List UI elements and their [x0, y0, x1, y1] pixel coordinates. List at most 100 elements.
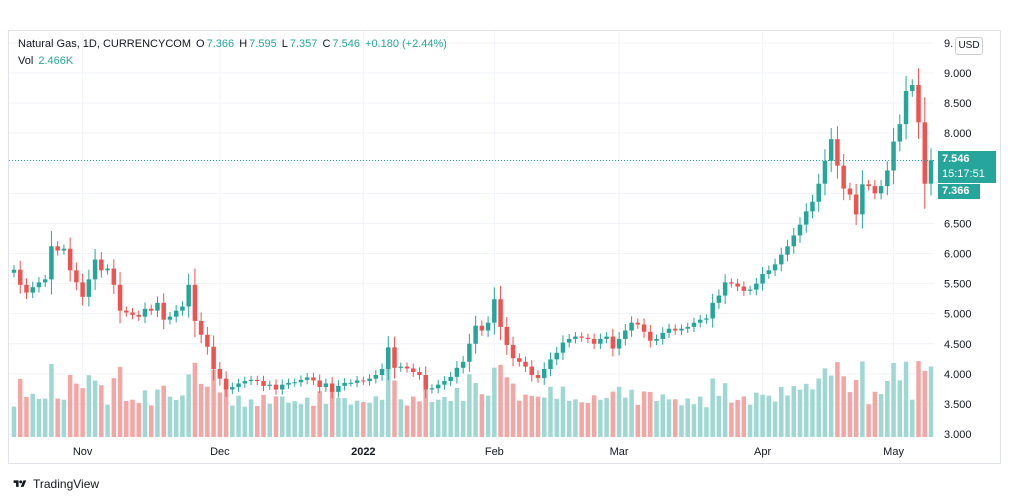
candle-body — [180, 306, 185, 311]
volume-bar — [292, 401, 297, 437]
candle-body — [685, 326, 690, 329]
candle-body — [616, 338, 622, 349]
candle-body — [585, 337, 591, 339]
volume-bar — [822, 368, 828, 437]
volume-bar — [448, 401, 453, 437]
volume-bar — [885, 380, 890, 437]
volume-bar — [922, 370, 928, 437]
candle-body — [99, 259, 104, 271]
candle-body — [716, 295, 722, 303]
volume-bar — [67, 375, 73, 437]
volume-bar — [236, 395, 241, 437]
volume-value: 2.466K — [38, 55, 74, 67]
candle-body — [604, 336, 609, 339]
chart-frame[interactable] — [8, 30, 1001, 464]
candle-body — [448, 376, 453, 382]
volume-bar — [928, 366, 934, 437]
candle-body — [803, 211, 809, 225]
candle-body — [591, 338, 597, 344]
volume-bar — [579, 402, 584, 437]
candle-body — [80, 282, 85, 297]
candle-body — [392, 347, 397, 368]
volume-bar — [317, 391, 322, 437]
candle-body — [479, 325, 485, 331]
volume-bar — [541, 397, 547, 437]
x-tick-label: 2022 — [351, 446, 375, 458]
candle-body — [747, 289, 753, 291]
y-tick-label: 5.500 — [944, 279, 972, 291]
volume-bar — [255, 406, 260, 437]
volume-bar — [361, 401, 366, 437]
volume-bar — [186, 374, 191, 437]
volume-bar — [404, 405, 410, 437]
candle-body — [710, 302, 715, 319]
candle-body — [810, 201, 815, 212]
volume-bar — [55, 398, 60, 437]
candle-body — [423, 375, 428, 390]
candle-body — [897, 124, 903, 142]
candle-body — [554, 352, 559, 360]
volume-bar — [74, 383, 79, 437]
x-tick-label: May — [883, 446, 904, 458]
candle-body — [467, 343, 472, 362]
candle-body — [916, 85, 921, 123]
volume-bar — [454, 387, 460, 437]
candle-body — [261, 381, 266, 386]
change-value: +0.180 (+2.44%) — [365, 38, 447, 50]
y-tick-label: 4.500 — [944, 339, 972, 351]
candle-body — [535, 375, 541, 379]
candle-body — [323, 383, 329, 388]
volume-bar — [92, 380, 98, 437]
candle-body — [654, 338, 659, 341]
volume-bar — [616, 386, 622, 437]
volume-bar — [685, 398, 690, 437]
candle-body — [410, 368, 416, 373]
volume-bar — [354, 400, 360, 437]
tradingview-brand-label: TradingView — [33, 477, 100, 491]
candle-body — [454, 367, 460, 377]
candle-body — [286, 382, 291, 385]
last-price-value: 7.546 — [942, 153, 970, 165]
volume-bar — [623, 397, 628, 437]
candle-body — [304, 377, 310, 380]
volume-bar — [111, 378, 117, 437]
volume-bar — [342, 398, 347, 437]
volume-bar — [42, 398, 48, 437]
volume-bar — [766, 395, 772, 437]
volume-bar — [835, 362, 840, 437]
volume-bar — [148, 405, 154, 437]
candle-body — [17, 269, 23, 285]
volume-bar — [223, 385, 229, 437]
candle-body — [329, 383, 335, 392]
price-axis: 9. 9.000 8.500 8.000 6.500 6.000 5.500 5.000 4.5… — [944, 38, 972, 441]
volume-bar — [61, 399, 67, 437]
candle-body — [691, 322, 697, 327]
volume-bar — [155, 389, 160, 437]
candle-body — [797, 224, 803, 236]
volume-bar — [535, 396, 541, 437]
candlestick-series — [11, 68, 934, 399]
candle-body — [155, 302, 160, 311]
candle-body — [785, 246, 790, 255]
candle-body — [205, 334, 210, 347]
candle-body — [541, 369, 547, 379]
candle-body — [111, 268, 117, 285]
volume-bar — [99, 385, 104, 437]
candle-body — [791, 235, 797, 247]
x-tick-label: Feb — [485, 446, 504, 458]
tradingview-branding[interactable]: TradingView — [12, 477, 99, 491]
candle-body — [510, 344, 516, 359]
currency-button[interactable]: USD — [955, 37, 983, 55]
candle-body — [679, 328, 684, 331]
volume-bar — [591, 395, 597, 437]
volume-bar — [373, 396, 379, 437]
candle-body — [729, 282, 734, 284]
close-value: 7.546 — [332, 38, 360, 50]
volume-bar — [853, 380, 859, 437]
y-tick-label: 8.500 — [944, 98, 972, 110]
volume-bar — [641, 391, 647, 437]
volume-bar — [124, 401, 129, 437]
candle-body — [211, 346, 216, 370]
volume-bar — [398, 399, 404, 437]
